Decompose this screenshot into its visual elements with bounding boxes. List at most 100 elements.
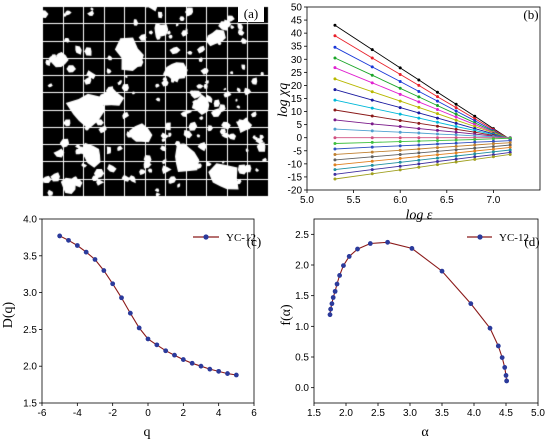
chart-b-point [454,106,458,110]
chart-b-point [435,112,439,116]
chart-b-point [508,143,512,147]
chart-b-point [454,115,458,119]
b-xtick-label: 7.0 [486,195,500,206]
chart-b-point [435,95,439,99]
chart-b-point [398,164,402,168]
chart-d-point [334,281,340,287]
chart-b-point [333,147,337,151]
b-ytick-label: 20 [291,81,303,92]
chart-b-point [333,177,337,181]
chart-b-point [508,150,512,154]
chart-b-point [454,136,458,140]
chart-b-point [491,137,495,141]
d-ytick-label: 1.0 [295,322,309,333]
chart-c-point [154,342,160,348]
d-xtick-label: 4.0 [467,408,481,419]
chart-b-point [435,163,439,167]
chart-b-series-line [334,46,511,140]
chart-b-point [333,136,337,140]
c-xtick-label: -4 [73,408,82,419]
chart-c-point [57,233,63,239]
chart-b-point [417,127,421,131]
chart-b-point [417,105,421,109]
chart-b-point [454,130,458,134]
chart-b-point [370,48,374,52]
chart-b-point [454,141,458,145]
chart-d-xlabel: α [421,425,429,440]
chart-b-point [454,148,458,152]
chart-c: (c) q D(q) YC-12 -6 -4 -2 0 2 4 6 1.5 2.0 2.5 3.0 3… [1,215,261,441]
chart-c-point [110,281,116,287]
chart-c-series-line [59,235,237,376]
chart-b-point [491,142,495,146]
chart-d-point [503,373,509,378]
chart-b-point [508,152,512,156]
chart-d-point [502,365,508,370]
chart-b-point [370,122,374,126]
chart-b-point [473,157,477,161]
c-xtick-label: -2 [108,408,117,419]
chart-b-point [508,141,512,145]
chart-b-point [417,131,421,135]
chart-c-legend-text: YC-12 [226,232,256,244]
chart-b-point [473,117,477,121]
chart-b-point [417,139,421,143]
chart-b-point [333,66,337,70]
b-ytick-label: 0 [296,133,302,144]
chart-b-point [435,128,439,132]
chart-b-series-line [334,137,511,144]
b-xtick-label: 5.0 [300,195,314,206]
chart-b-point [454,160,458,164]
chart-b-point [454,138,458,142]
chart-b-point [370,168,374,172]
chart-b-point [473,119,477,123]
chart-c-point [74,243,80,248]
chart-b-point [454,118,458,122]
chart-b-point [333,163,337,167]
chart-b-point [398,112,402,116]
chart-b-point [398,160,402,164]
chart-d-point [328,306,334,312]
chart-c-point [207,366,213,372]
chart-b-point [454,127,458,131]
chart-b-point [333,45,337,49]
chart-b-series-line [334,99,511,139]
chart-b-point [370,90,374,94]
chart-b-point [398,80,402,84]
chart-b-point [491,150,495,154]
chart-b-point [435,160,439,164]
chart-b-series-line [334,128,511,138]
chart-c-point [145,336,151,342]
b-ytick-label: -20 [288,186,303,197]
chart-b-point [454,133,458,137]
chart-d-point [330,295,336,300]
chart-b-point [435,120,439,124]
c-ytick-label: 1.5 [23,399,37,410]
panel-d-label: (d) [524,234,539,249]
c-ytick-label: 3.0 [23,288,37,299]
chart-c-point [198,363,204,369]
chart-b-point [370,136,374,140]
chart-b-point [417,121,421,125]
chart-d-point [327,312,333,318]
chart-b-point [333,23,337,27]
chart-b-frame [306,6,541,191]
b-ytick-label: -15 [288,172,303,183]
chart-b-point [398,136,402,140]
chart-b-point [333,158,337,162]
chart-d: (d) α f(α) YC-12 1.5 2.0 2.5 3.0 3.5 4.0 4.5 5.… [279,218,545,440]
chart-b-point [435,146,439,150]
b-ytick-label: 25 [291,68,303,79]
chart-b-point [417,158,421,162]
chart-b-point [435,90,439,94]
chart-b-ylabel: log χq [276,83,291,118]
chart-b-point [398,118,402,122]
b-ytick-label: -5 [293,146,302,157]
chart-b-point [398,168,402,172]
chart-b-point [454,112,458,116]
chart-c-point [127,310,133,316]
chart-b-point [417,165,421,169]
chart-b-point [370,65,374,69]
chart-b-point [370,73,374,77]
chart-b-point [333,168,337,172]
